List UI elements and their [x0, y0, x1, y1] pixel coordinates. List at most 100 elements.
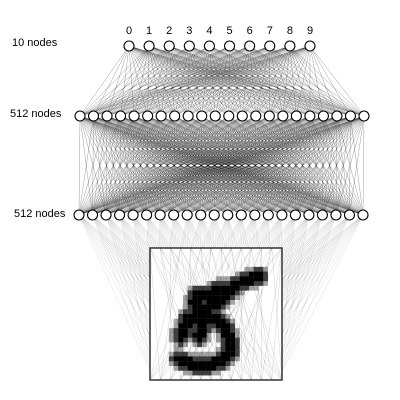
- node: [264, 40, 276, 52]
- pixel: [192, 332, 198, 338]
- edge: [336, 115, 364, 216]
- pixel: [178, 342, 184, 348]
- edge: [228, 115, 364, 216]
- node: [303, 209, 315, 221]
- input-image-frame: [149, 247, 283, 381]
- edge: [79, 115, 242, 216]
- pixel: [211, 290, 217, 296]
- pixel: [201, 290, 207, 296]
- edge: [148, 45, 162, 117]
- pixel: [201, 299, 207, 305]
- node: [250, 110, 262, 122]
- node: [344, 110, 357, 122]
- pixel: [192, 351, 198, 357]
- edge: [93, 45, 130, 117]
- edge: [189, 45, 365, 117]
- pixel: [225, 290, 231, 296]
- pixel: [187, 370, 193, 376]
- edge: [149, 45, 338, 117]
- node: [86, 209, 99, 221]
- pixel: [220, 309, 226, 315]
- pixel: [211, 318, 217, 324]
- edge: [128, 45, 216, 117]
- pixel: [249, 281, 254, 286]
- edge: [128, 45, 351, 117]
- output-digit-labels: 0 1 2 3 4 5 6 7 8 9: [126, 25, 313, 37]
- pixel: [187, 314, 193, 319]
- pixel: [253, 285, 259, 291]
- pixel: [178, 309, 184, 315]
- pixel: [220, 281, 226, 286]
- edge: [128, 45, 365, 117]
- pixel: [211, 356, 217, 362]
- pixel: [183, 295, 188, 301]
- node: [183, 40, 195, 52]
- node: [208, 209, 220, 221]
- pixel: [220, 290, 226, 296]
- pixel: [211, 285, 217, 291]
- pixel: [211, 299, 217, 305]
- pixel: [244, 276, 250, 282]
- pixel: [197, 342, 203, 348]
- pixel: [201, 351, 207, 357]
- pixel: [234, 332, 240, 338]
- pixel: [187, 323, 193, 329]
- edge: [106, 45, 150, 117]
- pixel: [173, 356, 179, 362]
- pixel: [187, 299, 193, 305]
- pixel: [216, 309, 221, 315]
- edge: [128, 45, 162, 117]
- pixel: [173, 361, 179, 367]
- pixel: [206, 356, 212, 362]
- pixel: [183, 318, 188, 324]
- pixel: [178, 347, 184, 352]
- edge: [148, 45, 216, 117]
- edge: [128, 45, 297, 117]
- pixel: [234, 295, 240, 301]
- edge: [169, 45, 338, 117]
- node: [142, 110, 154, 122]
- pixel: [216, 328, 221, 334]
- edge: [169, 45, 365, 117]
- pixel: [201, 304, 207, 310]
- edge: [271, 247, 283, 381]
- pixel: [225, 323, 231, 329]
- pixel: [211, 309, 217, 315]
- edge: [128, 45, 283, 117]
- pixel: [173, 347, 179, 352]
- pixel: [192, 309, 198, 315]
- pixel: [206, 328, 212, 334]
- pixel: [211, 281, 217, 286]
- node: [343, 209, 356, 221]
- edge: [79, 115, 134, 216]
- edge: [78, 214, 155, 381]
- edge: [79, 115, 93, 216]
- pixel: [192, 323, 198, 329]
- edge: [231, 247, 262, 381]
- pixel: [220, 285, 226, 291]
- pixel: [206, 337, 212, 343]
- pixel: [168, 356, 174, 362]
- pixel: [211, 328, 217, 334]
- edge: [229, 45, 365, 117]
- pixel: [201, 318, 207, 324]
- pixel: [173, 332, 179, 338]
- pixel: [234, 276, 240, 282]
- edge: [174, 115, 364, 216]
- pixel: [183, 309, 188, 315]
- edge: [350, 115, 364, 216]
- edge: [229, 45, 338, 117]
- edge: [289, 45, 338, 117]
- edge: [220, 247, 283, 381]
- pixel: [201, 361, 207, 367]
- pixel: [225, 347, 231, 352]
- pixel: [197, 295, 203, 301]
- pixel: [173, 365, 179, 371]
- edge: [105, 214, 155, 381]
- pixel: [216, 323, 221, 329]
- pixel: [187, 337, 193, 343]
- pixel: [187, 328, 193, 334]
- pixel: [187, 332, 193, 338]
- pixel: [192, 342, 198, 348]
